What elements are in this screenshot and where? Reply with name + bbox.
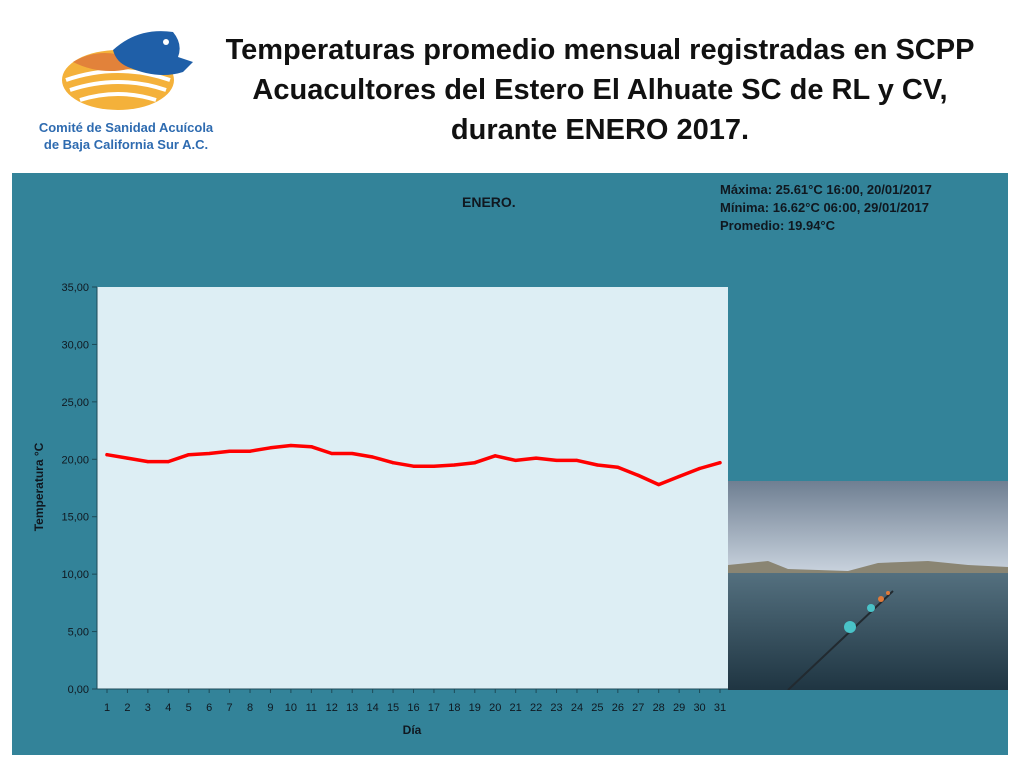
estuary-photo-icon (728, 481, 1008, 691)
x-tick-label: 24 (571, 702, 583, 714)
y-tick-label: 30,00 (61, 339, 89, 351)
data-point (514, 458, 518, 463)
title-line-3: durante ENERO 2017. (450, 114, 750, 146)
y-tick-label: 15,00 (61, 512, 89, 524)
x-tick-label: 26 (612, 702, 624, 714)
x-tick-label: 7 (227, 702, 233, 714)
data-point (309, 445, 313, 449)
x-tick-label: 8 (247, 702, 253, 714)
y-tick-label: 20,00 (61, 454, 89, 466)
organization-name-line2: de Baja California Sur A.C. (43, 137, 209, 152)
y-tick-label: 0,00 (68, 684, 89, 696)
data-point (636, 473, 640, 477)
organization-logo: Comité de Sanidad Acuícola de Baja Calif… (36, 22, 216, 157)
y-tick-label: 35,00 (61, 282, 89, 294)
data-point (330, 451, 334, 456)
data-point (248, 449, 252, 453)
x-tick-label: 13 (346, 702, 358, 714)
stat-avg: Promedio: 19.94°C (720, 218, 836, 233)
x-tick-label: 19 (469, 702, 481, 714)
data-point (697, 466, 702, 471)
x-tick-label: 29 (673, 702, 685, 714)
data-point (473, 461, 477, 465)
data-point (146, 459, 150, 464)
data-point (391, 461, 395, 465)
x-tick-label: 11 (306, 702, 317, 714)
data-point (616, 465, 620, 469)
data-point (350, 451, 354, 456)
estuary-photo (728, 481, 1008, 691)
data-point (371, 455, 375, 459)
data-point (411, 464, 416, 468)
x-tick-label: 2 (124, 702, 130, 714)
y-tick-label: 10,00 (61, 569, 89, 581)
data-point (207, 451, 211, 456)
data-point (595, 463, 600, 467)
organization-name-line1: Comité de Sanidad Acuícola (38, 120, 214, 135)
x-tick-label: 9 (267, 702, 273, 714)
y-axis-label: Temperatura °C (32, 442, 46, 531)
x-tick-label: 1 (104, 702, 110, 714)
data-point (105, 453, 109, 457)
x-tick-label: 3 (145, 702, 151, 714)
temperature-stats: Máxima: 25.61°C 16:00, 20/01/2017 Mínima… (720, 181, 932, 235)
fish-shell-logo-icon (62, 31, 193, 110)
x-tick-label: 14 (367, 702, 379, 714)
x-tick-label: 30 (693, 702, 705, 714)
x-tick-label: 16 (407, 702, 419, 714)
x-tick-label: 28 (653, 702, 665, 714)
data-point (575, 458, 579, 463)
stat-max: Máxima: 25.61°C 16:00, 20/01/2017 (720, 182, 932, 197)
x-tick-label: 25 (591, 702, 603, 714)
plot-area (97, 287, 728, 689)
stat-min: Mínima: 16.62°C 06:00, 29/01/2017 (720, 200, 929, 215)
x-tick-label: 23 (550, 702, 562, 714)
x-tick-label: 31 (714, 702, 726, 714)
y-tick-label: 25,00 (61, 397, 89, 409)
x-tick-label: 10 (285, 702, 297, 714)
x-tick-label: 12 (326, 702, 338, 714)
x-tick-label: 18 (448, 702, 460, 714)
title-line-1: Temperaturas promedio mensual registrada… (225, 34, 975, 66)
x-tick-label: 15 (387, 702, 399, 714)
data-point (554, 458, 559, 463)
data-point (432, 464, 436, 468)
data-point (534, 456, 538, 460)
data-point (452, 463, 456, 467)
data-point (268, 446, 273, 450)
x-axis-label: Día (403, 723, 422, 737)
data-point (718, 461, 722, 465)
x-tick-label: 5 (186, 702, 192, 714)
data-point (125, 456, 130, 460)
y-tick-label: 5,00 (68, 627, 89, 639)
x-tick-label: 6 (206, 702, 212, 714)
x-tick-label: 20 (489, 702, 501, 714)
data-point (289, 443, 293, 448)
slide-title: Temperaturas promedio mensual registrada… (210, 30, 990, 150)
x-tick-label: 21 (510, 702, 522, 714)
data-point (677, 474, 681, 479)
x-tick-label: 22 (530, 702, 542, 714)
data-point (187, 453, 191, 457)
data-point (166, 459, 170, 464)
data-point (228, 449, 232, 453)
chart-title: ENERO. (462, 194, 516, 210)
x-tick-label: 4 (165, 702, 171, 714)
data-point (657, 482, 661, 487)
x-tick-label: 27 (632, 702, 644, 714)
title-line-2: Acuacultores del Estero El Alhuate SC de… (252, 74, 948, 106)
x-tick-label: 17 (428, 702, 440, 714)
data-point (493, 454, 497, 458)
